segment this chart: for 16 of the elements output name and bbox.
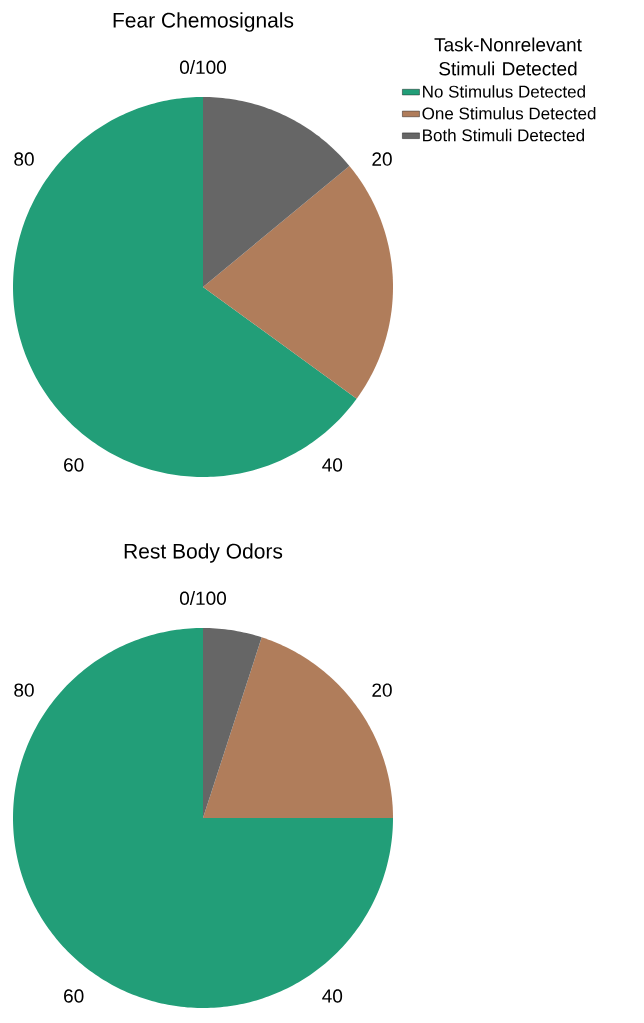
legend-label: Both Stimuli Detected [423,128,585,142]
chart-title: Rest Body Odors [124,543,283,563]
legend-label: One Stimulus Detected [422,107,596,120]
text: 0/100 [179,591,227,605]
text: 80 [14,683,34,697]
text: 40 [322,989,343,1003]
text: 40 [322,458,343,472]
chart-title: Fear Chemosignals [113,12,294,32]
text: 80 [14,152,34,166]
text: 0/100 [179,60,227,74]
text: 60 [64,458,84,472]
text: 20 [372,683,392,697]
text: 60 [64,989,84,1003]
text: 20 [372,152,392,166]
legend-label: No Stimulus Detected [423,85,585,98]
legend-title: Task-Nonrelevant Stimuli Detected [434,37,582,76]
